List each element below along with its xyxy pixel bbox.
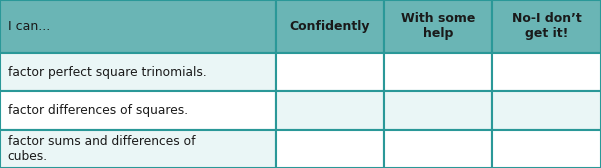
- Bar: [384, 130, 492, 168]
- Bar: [492, 130, 601, 168]
- Bar: [276, 0, 384, 53]
- Bar: [384, 53, 492, 91]
- Bar: [276, 91, 384, 130]
- Bar: [384, 91, 492, 130]
- Text: Confidently: Confidently: [290, 20, 370, 33]
- Bar: [0, 130, 276, 168]
- Text: factor perfect square trinomials.: factor perfect square trinomials.: [8, 66, 207, 79]
- Bar: [492, 0, 601, 53]
- Bar: [384, 0, 492, 53]
- Text: I can...: I can...: [8, 20, 50, 33]
- Bar: [0, 0, 276, 53]
- Bar: [492, 91, 601, 130]
- Bar: [0, 53, 276, 91]
- Bar: [276, 53, 384, 91]
- Text: No-I don’t
get it!: No-I don’t get it!: [511, 12, 582, 40]
- Text: With some
help: With some help: [401, 12, 475, 40]
- Bar: [0, 91, 276, 130]
- Text: factor differences of squares.: factor differences of squares.: [8, 104, 188, 117]
- Text: factor sums and differences of
cubes.: factor sums and differences of cubes.: [8, 135, 195, 163]
- Bar: [492, 53, 601, 91]
- Bar: [276, 130, 384, 168]
